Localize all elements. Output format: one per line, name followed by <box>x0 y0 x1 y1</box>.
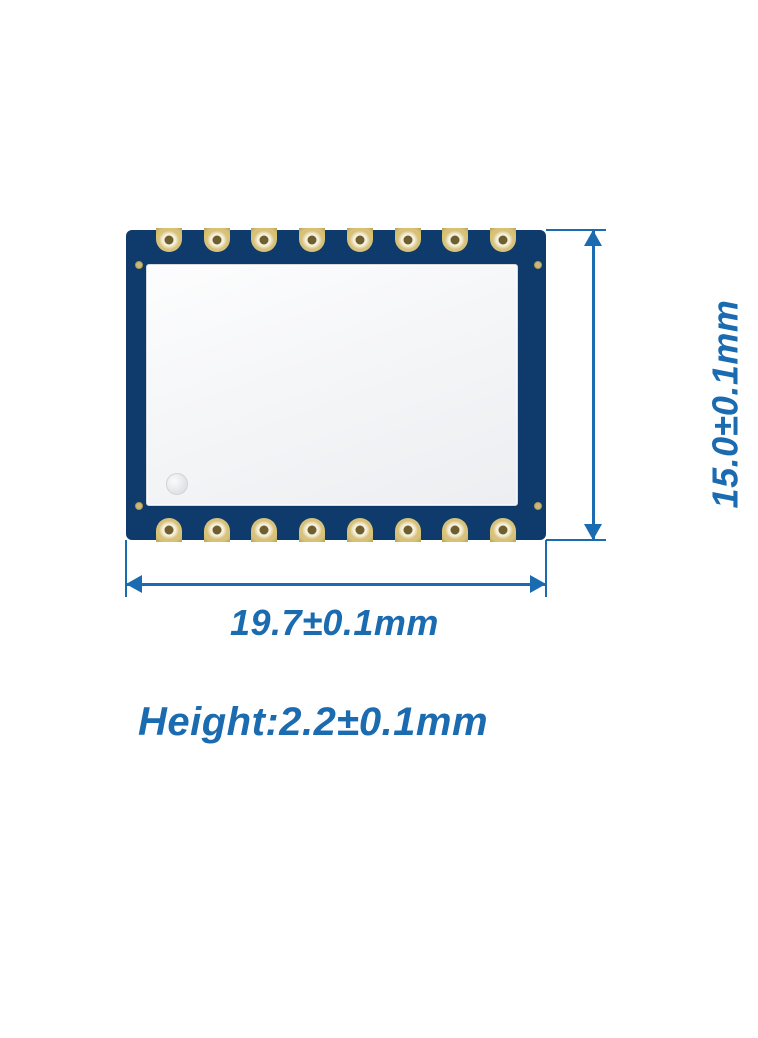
castellated-pad <box>156 518 182 542</box>
castellated-pad <box>490 228 516 252</box>
height-label: 15.0±0.1mm <box>704 300 746 509</box>
corner-via <box>135 502 143 510</box>
width-label: 19.7±0.1mm <box>230 602 439 644</box>
castellated-pad <box>442 518 468 542</box>
castellated-pad <box>299 228 325 252</box>
castellated-pad <box>347 228 373 252</box>
castellated-pad <box>251 518 277 542</box>
castellated-pad <box>251 228 277 252</box>
thickness-label: Height:2.2±0.1mm <box>138 700 488 745</box>
castellated-pad <box>204 228 230 252</box>
castellated-pad <box>442 228 468 252</box>
height-arrow-down <box>584 524 602 540</box>
diagram-stage: 19.7±0.1mm 15.0±0.1mm Height:2.2±0.1mm <box>0 0 758 1038</box>
pad-row-bottom <box>126 516 546 540</box>
castellated-pad <box>490 518 516 542</box>
castellated-pad <box>156 228 182 252</box>
shield-marker-dot <box>166 473 188 495</box>
height-dim-line <box>592 230 595 540</box>
pad-row-top <box>126 230 546 254</box>
castellated-pad <box>395 228 421 252</box>
castellated-pad <box>204 518 230 542</box>
width-arrow-right <box>530 575 546 593</box>
width-dim-line <box>126 583 546 586</box>
castellated-pad <box>299 518 325 542</box>
castellated-pad <box>395 518 421 542</box>
height-arrow-up <box>584 230 602 246</box>
width-arrow-left <box>126 575 142 593</box>
corner-via <box>135 261 143 269</box>
castellated-pad <box>347 518 373 542</box>
corner-via <box>534 261 542 269</box>
corner-via <box>534 502 542 510</box>
rf-shield <box>146 264 518 506</box>
